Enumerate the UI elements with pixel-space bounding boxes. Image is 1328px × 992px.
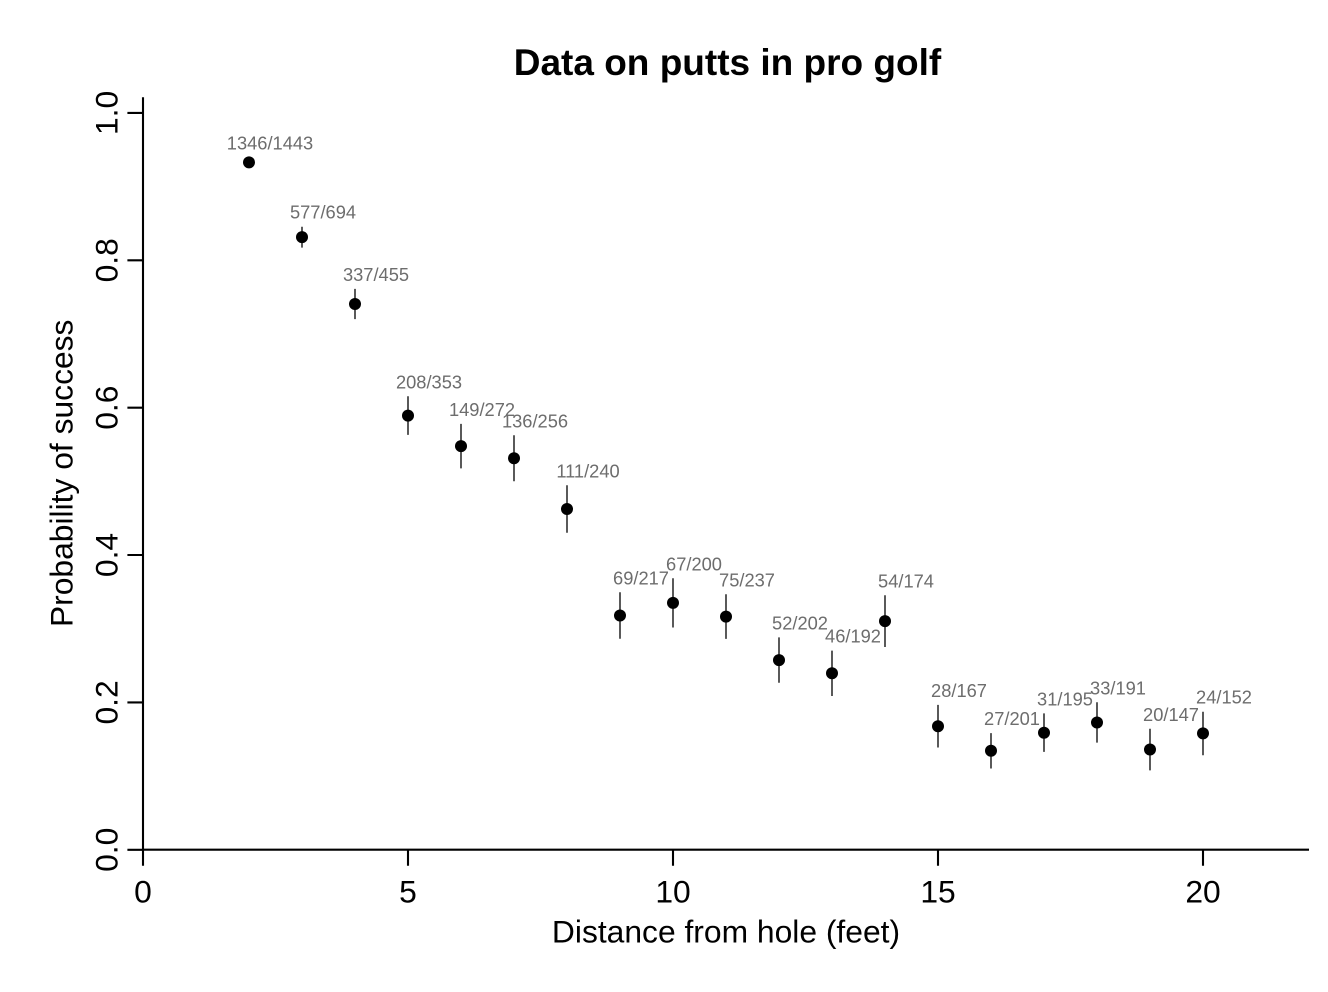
svg-text:0.2: 0.2: [89, 680, 125, 724]
svg-text:20: 20: [1185, 874, 1220, 910]
svg-text:1.0: 1.0: [89, 91, 125, 135]
svg-text:28/167: 28/167: [931, 680, 987, 701]
svg-text:54/174: 54/174: [878, 570, 934, 591]
svg-text:0: 0: [134, 874, 152, 910]
svg-text:0.4: 0.4: [89, 533, 125, 577]
svg-text:111/240: 111/240: [556, 460, 619, 481]
svg-text:20/147: 20/147: [1143, 704, 1199, 725]
svg-text:27/201: 27/201: [984, 708, 1040, 729]
svg-text:10: 10: [655, 874, 690, 910]
svg-text:Distance from hole (feet): Distance from hole (feet): [552, 913, 900, 949]
svg-text:52/202: 52/202: [772, 613, 828, 634]
svg-text:0.8: 0.8: [89, 238, 125, 282]
svg-text:Data on putts in pro golf: Data on putts in pro golf: [514, 42, 942, 83]
svg-text:577/694: 577/694: [290, 202, 356, 223]
svg-text:15: 15: [920, 874, 955, 910]
svg-text:Probability of success: Probability of success: [44, 320, 80, 628]
svg-text:337/455: 337/455: [343, 264, 409, 285]
svg-text:31/195: 31/195: [1037, 688, 1093, 709]
svg-text:136/256: 136/256: [502, 410, 568, 431]
svg-text:208/353: 208/353: [396, 371, 462, 392]
svg-text:75/237: 75/237: [719, 569, 775, 590]
svg-text:24/152: 24/152: [1196, 687, 1252, 708]
svg-text:46/192: 46/192: [825, 626, 881, 647]
svg-text:0.6: 0.6: [89, 386, 125, 430]
svg-text:33/191: 33/191: [1090, 677, 1146, 698]
svg-text:149/272: 149/272: [449, 399, 515, 420]
svg-text:69/217: 69/217: [613, 567, 669, 588]
svg-text:5: 5: [399, 874, 417, 910]
svg-text:1346/1443: 1346/1443: [227, 133, 313, 154]
svg-text:67/200: 67/200: [666, 553, 722, 574]
svg-text:0.0: 0.0: [89, 828, 125, 872]
